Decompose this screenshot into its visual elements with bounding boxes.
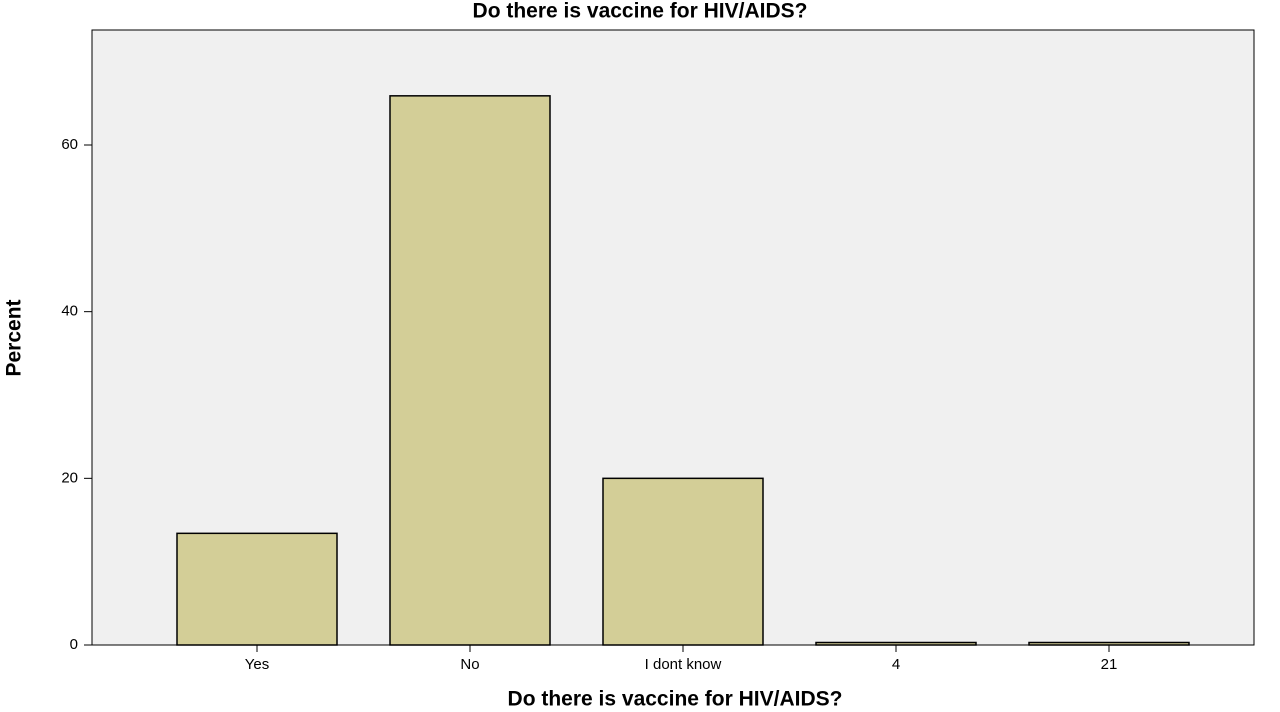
y-tick-label: 20	[61, 469, 78, 486]
y-tick-label: 60	[61, 136, 78, 153]
chart-title: Do there is vaccine for HIV/AIDS?	[473, 0, 808, 23]
x-tick-label: I dont know	[645, 656, 722, 673]
bar	[602, 477, 764, 646]
x-tick-label: 4	[892, 656, 900, 673]
x-tick-label: Yes	[245, 656, 269, 673]
bar	[1028, 641, 1190, 646]
bar	[815, 641, 977, 646]
x-tick-label: No	[460, 656, 479, 673]
y-tick-label: 40	[61, 303, 78, 320]
y-tick-label: 0	[70, 636, 78, 653]
y-axis-title: Percent	[3, 299, 26, 376]
x-tick-label: 21	[1101, 656, 1118, 673]
x-axis-title: Do there is vaccine for HIV/AIDS?	[508, 688, 843, 711]
bar	[389, 95, 551, 646]
bar	[176, 532, 338, 646]
